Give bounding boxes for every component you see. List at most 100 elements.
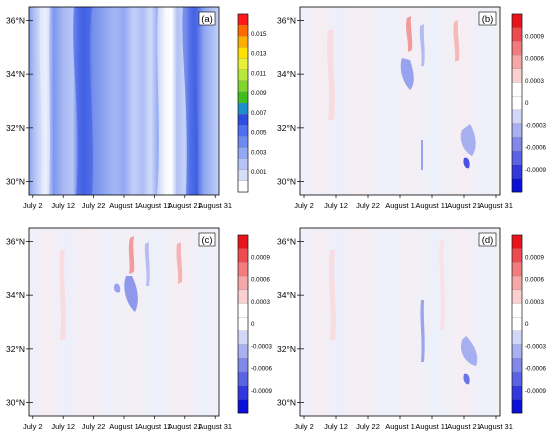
x-tick-label: August 31	[198, 201, 232, 210]
panel-c-plot-area	[29, 228, 219, 416]
panel-c-blue-dot	[113, 283, 121, 293]
panel-d: 30°N 32°N 34°N 36°N July 2 July 12 July 22 Aug…	[277, 227, 513, 431]
y-tick-label: 36°N	[6, 236, 25, 246]
panel-b-blue-line	[421, 140, 423, 170]
panel-d-tag: (d)	[482, 235, 494, 246]
colorbar-label: 0.0009	[525, 254, 544, 261]
colorbar-swatch	[511, 275, 523, 291]
panel-b-red-streak-2	[453, 20, 460, 62]
colorbar-frame	[237, 234, 249, 414]
x-tick-label: August 21	[168, 422, 202, 431]
panel-b-blue-patch	[400, 58, 414, 90]
x-tick-label: August 1	[109, 201, 139, 210]
x-tick-label: August 21	[447, 422, 481, 431]
colorbar-label: 0.007	[251, 110, 267, 117]
colorbar-swatch	[511, 344, 523, 359]
x-tick-label: August 1	[385, 201, 415, 210]
x-tick-label: August 31	[479, 201, 513, 210]
colorbar-swatch	[511, 248, 523, 263]
x-tick-label: August 21	[447, 201, 481, 210]
panel-a-shading	[39, 7, 199, 195]
colorbar-swatch	[237, 385, 249, 400]
colorbar-label: 0.0003	[251, 299, 270, 306]
colorbar-swatch	[511, 123, 523, 138]
x-tick-label: August 1	[385, 422, 415, 431]
x-tick-label: August 11	[138, 422, 171, 431]
colorbar-label: 0.003	[251, 149, 267, 156]
colorbar-swatch	[237, 317, 249, 332]
colorbar-label: 0	[251, 321, 255, 328]
y-tick-label: 32°N	[277, 344, 296, 354]
colorbar-swatch	[511, 54, 523, 70]
colorbar-swatch	[237, 114, 249, 126]
colorbar-label: 0	[525, 100, 529, 107]
colorbar-label: -0.0003	[251, 343, 273, 350]
colorbar-swatch	[511, 399, 523, 414]
panel-a-tag-box	[198, 11, 216, 26]
colorbar-swatch	[237, 399, 249, 414]
x-tick-label: July 2	[23, 201, 43, 210]
y-tick-label: 32°N	[6, 344, 25, 354]
x-tick-label: August 21	[168, 201, 202, 210]
colorbar-swatch	[237, 248, 249, 263]
colorbar-swatch	[511, 150, 523, 166]
colorbar-label: 0.0009	[251, 254, 270, 261]
colorbar-swatch	[511, 289, 523, 304]
panel-b-blue-cluster	[460, 124, 476, 156]
panel-b-pink-patch	[327, 30, 335, 120]
colorbar-label: -0.0006	[251, 366, 273, 373]
panel-c-red-streak	[128, 236, 135, 274]
panel-a-colorbar: 0.015 0.013 0.011 0.009 0.007 0.005 0.003 0.001	[237, 13, 267, 193]
colorbar-swatch	[237, 91, 249, 104]
panel-a-dark-band	[73, 7, 93, 195]
colorbar-label: 0	[525, 321, 529, 328]
colorbar-swatch	[511, 371, 523, 387]
colorbar-label: 0.001	[251, 169, 267, 176]
panel-d-blue-line	[420, 300, 425, 362]
colorbar-swatch	[511, 137, 523, 152]
colorbar-swatch	[511, 27, 523, 42]
x-tick-label: August 11	[138, 201, 171, 210]
colorbar-swatch	[237, 371, 249, 387]
colorbar-swatch	[237, 125, 249, 137]
y-tick-label: 34°N	[277, 290, 296, 300]
colorbar-swatch	[237, 147, 249, 160]
panel-c-blue-patch	[124, 276, 138, 312]
colorbar-swatch	[237, 47, 249, 59]
panel-a-y-ticks: 30°N 32°N 34°N 36°N	[6, 15, 33, 187]
colorbar-swatch	[237, 275, 249, 291]
colorbar-swatch	[237, 330, 249, 345]
panel-c-features	[59, 236, 183, 340]
y-tick-label: 30°N	[6, 177, 25, 187]
colorbar-frame	[237, 13, 249, 193]
y-tick-label: 32°N	[277, 123, 296, 133]
colorbar-swatch	[511, 178, 523, 193]
x-tick-label: August 31	[479, 422, 513, 431]
colorbar-swatch	[237, 36, 249, 48]
colorbar-label: -0.0009	[251, 388, 273, 395]
colorbar-swatch	[237, 102, 249, 115]
panel-d-y-ticks: 30°N 32°N 34°N 36°N	[277, 236, 304, 408]
colorbar-frame	[511, 13, 523, 193]
colorbar-label: -0.0003	[525, 343, 547, 350]
x-tick-label: July 12	[51, 422, 75, 431]
panel-b-x-ticks: July 2 July 12 July 22 August 1 August 11Aug…	[294, 195, 513, 210]
colorbar-swatch	[237, 289, 249, 304]
colorbar-label: 0.0009	[525, 33, 544, 40]
colorbar-label: 0.0006	[251, 277, 270, 284]
colorbar-swatch	[511, 41, 523, 56]
x-tick-label: July 22	[82, 422, 106, 431]
panel-b-blue-streak	[419, 24, 425, 66]
y-tick-label: 34°N	[277, 69, 296, 79]
y-tick-label: 30°N	[277, 398, 296, 408]
colorbar-swatch	[237, 69, 249, 82]
y-tick-label: 36°N	[277, 15, 296, 25]
colorbar-swatch	[237, 180, 249, 193]
colorbar-label: 0.0003	[525, 299, 544, 306]
colorbar-label: 0.009	[251, 90, 267, 97]
colorbar-swatch	[237, 25, 249, 37]
panel-b-blue-dot	[463, 157, 470, 169]
colorbar-label: 0.0003	[525, 78, 544, 85]
